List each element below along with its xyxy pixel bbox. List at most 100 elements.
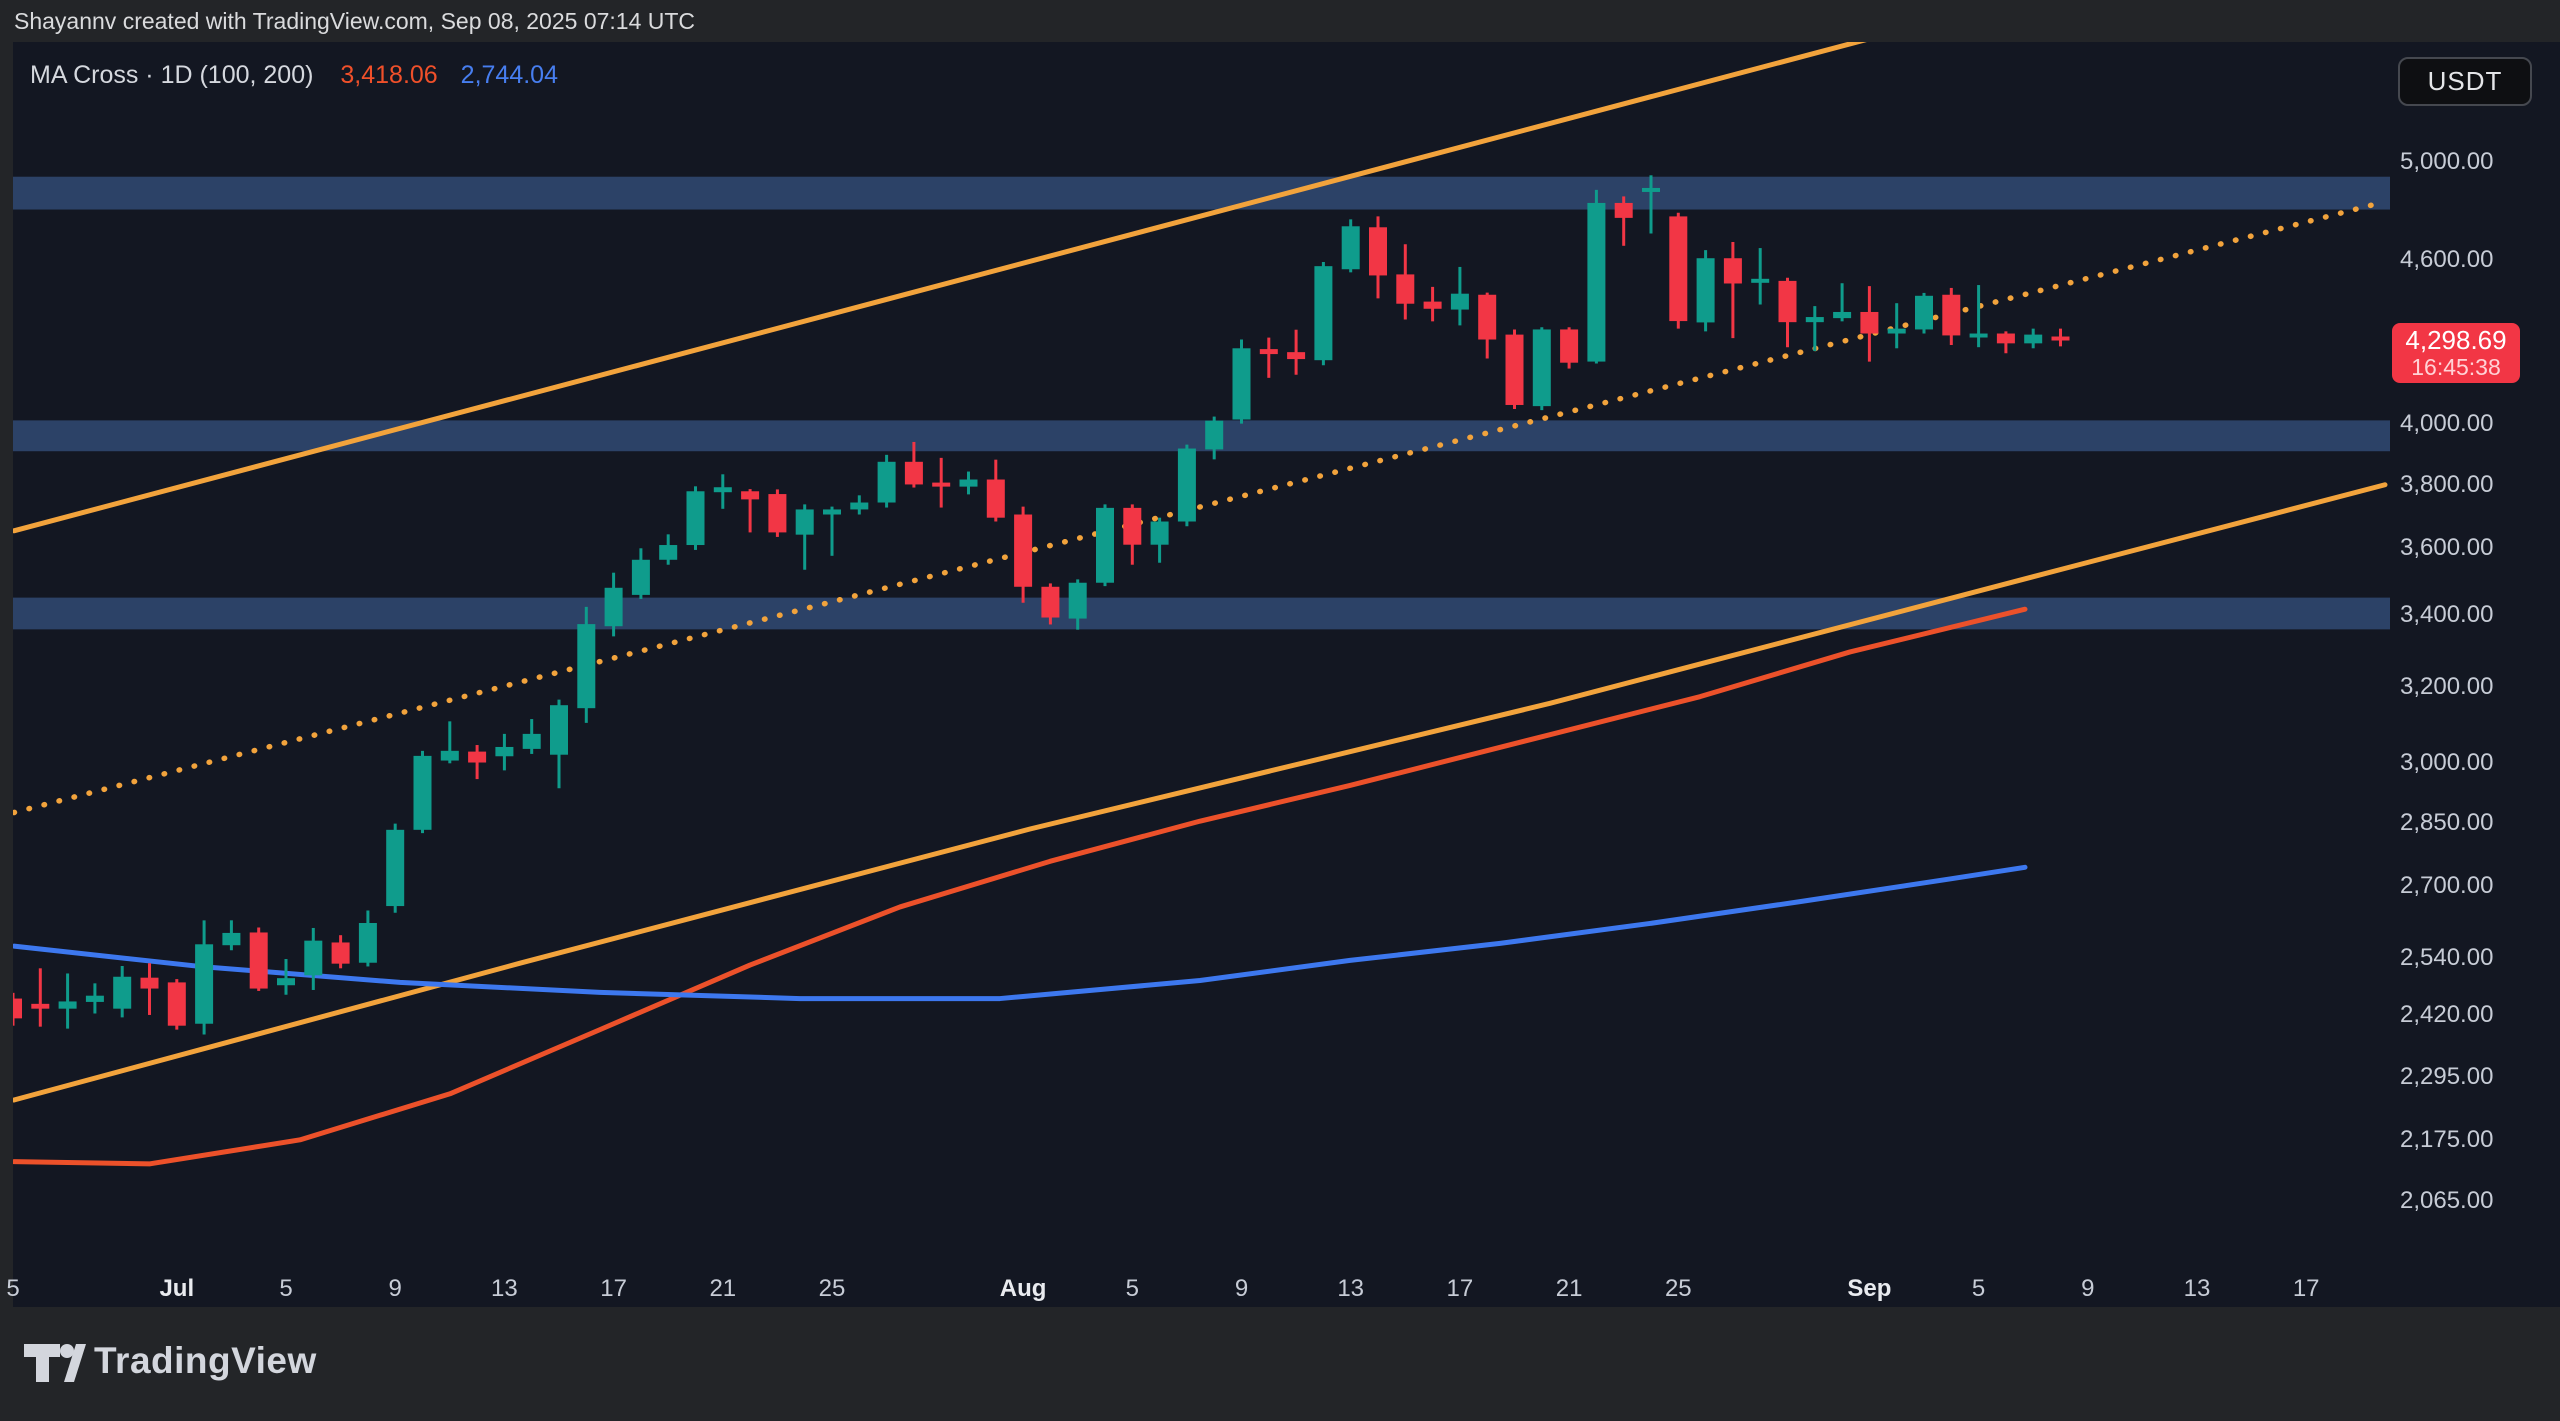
candle-body xyxy=(1396,274,1415,304)
candle-body xyxy=(1505,334,1524,405)
time-axis-label: Sep xyxy=(1847,1275,1892,1302)
candle-body xyxy=(1232,348,1251,420)
time-axis-label: 9 xyxy=(2081,1275,2095,1302)
candle-body xyxy=(1614,202,1633,218)
price-axis-label: 3,000.00 xyxy=(2400,748,2494,776)
candle-body xyxy=(113,976,132,1009)
candle-body xyxy=(85,995,104,1002)
price-axis-label: 3,600.00 xyxy=(2400,534,2494,562)
ma100-value: 3,418.06 xyxy=(340,61,438,89)
candle-body xyxy=(13,998,22,1019)
candle-body xyxy=(741,491,760,500)
time-axis-label: 25 xyxy=(818,1275,846,1302)
candle-body xyxy=(932,482,951,487)
candle-body xyxy=(1915,295,1933,330)
candle-body xyxy=(1942,294,1961,336)
candle-body xyxy=(1887,328,1906,334)
candle-body xyxy=(823,509,841,515)
price-axis-label: 3,800.00 xyxy=(2400,470,2494,498)
snapshot-attribution: Shayannv created with TradingView.com, S… xyxy=(14,8,696,34)
time-axis-label: 5 xyxy=(1125,1275,1139,1302)
price-axis-label: 2,065.00 xyxy=(2400,1187,2494,1215)
candle-body xyxy=(222,932,241,946)
candle-body xyxy=(1996,333,2015,344)
time-axis-label: 17 xyxy=(1446,1275,1474,1302)
candle-body xyxy=(495,746,514,757)
tradingview-brand-text[interactable]: TradingView xyxy=(94,1340,317,1381)
time-axis-label: 13 xyxy=(2183,1275,2211,1302)
candle-body xyxy=(986,479,1005,518)
time-axis-label: Jul xyxy=(159,1275,195,1302)
candle-body xyxy=(1532,329,1551,407)
price-axis-label: 3,200.00 xyxy=(2400,672,2494,700)
candle-body xyxy=(1068,582,1087,619)
candle-body xyxy=(795,509,814,535)
last-price-value: 4,298.69 xyxy=(2405,324,2507,355)
candle-body xyxy=(331,942,350,964)
zone-resistance-4900 xyxy=(13,176,2390,210)
time-axis-label: 21 xyxy=(1555,1275,1583,1302)
time-axis-label: 9 xyxy=(1234,1275,1249,1302)
candle-body xyxy=(1778,280,1797,323)
candle-body xyxy=(1123,507,1142,545)
time-axis-label: 13 xyxy=(1337,1275,1365,1302)
price-axis[interactable]: 5,000.00 4,600.00 4,000.00 3,800.00 3,600.00… xyxy=(0,0,2560,1307)
candle-body xyxy=(768,494,787,533)
candle-body xyxy=(959,479,978,487)
candle-body xyxy=(686,491,705,546)
bar-countdown: 16:45:38 xyxy=(2411,353,2501,380)
candle-body xyxy=(1423,301,1442,309)
candle-body xyxy=(550,705,568,755)
tradingview-logo-icon[interactable] xyxy=(24,1344,86,1382)
candle-body xyxy=(277,978,295,986)
candle-body xyxy=(468,751,487,763)
candle-body xyxy=(604,587,623,627)
ma-line-ma-200 xyxy=(13,864,2028,1002)
candle-body xyxy=(1560,329,1579,363)
price-axis-label: 4,600.00 xyxy=(2400,246,2494,274)
candle-body xyxy=(1478,294,1497,340)
candle-body xyxy=(2051,336,2070,341)
candle-body xyxy=(1369,227,1387,276)
time-axis-label: 21 xyxy=(709,1275,737,1302)
indicator-legend[interactable]: MA Cross · 1D (100, 200) 3,418.06 2,744.… xyxy=(30,58,558,92)
time-axis-label: Aug xyxy=(999,1275,1047,1302)
price-axis-label: 2,175.00 xyxy=(2400,1126,2494,1154)
candle-body xyxy=(577,624,596,709)
candle-body xyxy=(1723,258,1742,284)
candle-body xyxy=(1205,420,1224,450)
candle-body xyxy=(713,487,732,493)
candle-body xyxy=(358,923,377,963)
price-axis-label: 2,420.00 xyxy=(2400,1000,2494,1028)
candle-body xyxy=(659,545,678,560)
candle-body xyxy=(522,733,541,749)
ma200-value: 2,744.04 xyxy=(460,61,558,89)
candle-body xyxy=(195,944,214,1024)
time-axis-label: 5 xyxy=(279,1275,293,1302)
candle-body xyxy=(1096,507,1114,583)
candle-body xyxy=(1833,311,1852,319)
candle-body xyxy=(631,559,650,595)
candle-body xyxy=(904,461,923,485)
price-axis-label: 5,000.00 xyxy=(2400,148,2494,176)
candle-body xyxy=(1805,317,1824,323)
candle-body xyxy=(1041,586,1060,618)
candle-body xyxy=(1642,187,1660,192)
candle-body xyxy=(440,750,459,761)
candle-body xyxy=(304,940,323,976)
candle-body xyxy=(167,982,186,1026)
currency-toggle-button[interactable]: USDT xyxy=(2398,57,2532,106)
time-axis-label: 17 xyxy=(600,1275,627,1302)
candle-body xyxy=(1969,333,1988,338)
candle-body xyxy=(1696,258,1715,323)
candle-body xyxy=(1669,216,1688,322)
time-axis-label: 13 xyxy=(491,1275,518,1302)
time-axis[interactable]: 5 Jul 5 9 13 17 21 25 Aug 5 9 13 17 21 25 Sep 5 9 13 17 xyxy=(0,1272,2560,1307)
time-axis-label: 17 xyxy=(2292,1275,2320,1302)
candle-body xyxy=(1287,352,1306,360)
candle-body xyxy=(1450,293,1469,310)
candle-body xyxy=(850,502,869,510)
last-price-badge: 4,298.69 16:45:38 xyxy=(2392,322,2520,383)
ma-line-ma-100 xyxy=(13,606,2028,1167)
